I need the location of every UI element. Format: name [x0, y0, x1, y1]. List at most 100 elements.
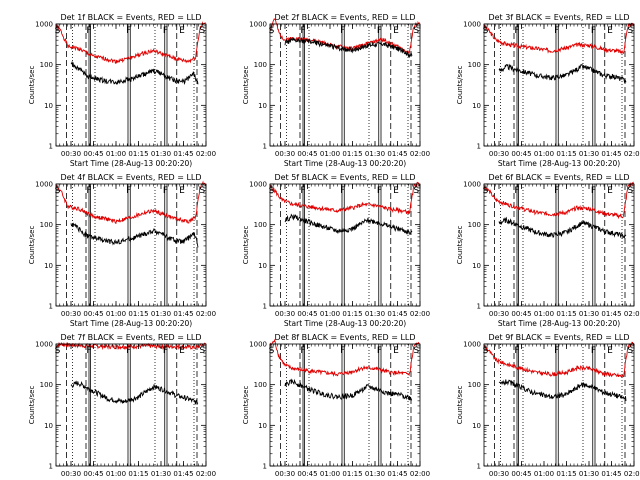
y-axis-label: Counts/sec — [28, 386, 36, 425]
marker-label-f: F — [377, 346, 382, 356]
marker-label-f: F — [340, 186, 345, 196]
y-tick-label: 1 — [49, 143, 53, 151]
panel-title: Det 1f BLACK = Events, RED = LLD — [60, 13, 201, 22]
marker-label-s: S — [627, 26, 633, 36]
y-axis-label: Counts/sec — [242, 226, 250, 265]
x-tick-label: 00:45 — [83, 310, 103, 318]
marker-label-e: E — [393, 186, 399, 196]
y-tick-label: 1000 — [463, 341, 481, 349]
x-tick-label: 01:00 — [320, 150, 340, 158]
marker-label-s: S — [55, 26, 61, 36]
marker-label-f: F — [377, 186, 382, 196]
lld-series-line — [55, 180, 206, 225]
x-tick-label: 01:45 — [173, 470, 193, 478]
x-tick-label: 02:00 — [410, 310, 430, 318]
marker-label-f: F — [514, 346, 519, 356]
panel-det-6f: Det 6f BLACK = Events, RED = LLD Counts/s… — [456, 173, 640, 328]
marker-label-f: F — [554, 26, 559, 36]
marker-label-f: F — [514, 26, 519, 36]
x-tick-label: 01:15 — [556, 310, 576, 318]
x-tick-label: 01:00 — [106, 150, 126, 158]
panel-title: Det 6f BLACK = Events, RED = LLD — [488, 173, 629, 182]
lld-series-line — [269, 338, 420, 377]
events-series-line — [498, 216, 627, 240]
y-axis-label: Counts/sec — [456, 66, 464, 105]
x-tick-label: 01:00 — [534, 150, 554, 158]
lld-series-line — [483, 22, 635, 55]
marker-label-e: E — [393, 346, 399, 356]
x-tick-label: 02:00 — [196, 310, 216, 318]
x-tick-label: 01:15 — [128, 470, 148, 478]
x-tick-label: 01:30 — [365, 310, 385, 318]
x-tick-label: 00:30 — [275, 150, 295, 158]
panel-det-3f: Det 3f BLACK = Events, RED = LLD Counts/s… — [456, 13, 640, 168]
marker-label-s: S — [199, 186, 205, 196]
y-tick-label: 1 — [263, 463, 267, 471]
y-tick-label: 1000 — [463, 181, 481, 189]
x-tick-label: 00:45 — [511, 470, 531, 478]
x-tick-label: 00:45 — [83, 470, 103, 478]
events-series-line — [70, 380, 199, 405]
plot-frame — [483, 23, 635, 147]
marker-label-s: S — [199, 346, 205, 356]
marker-label-s: S — [55, 346, 61, 356]
x-tick-label: 01:15 — [128, 150, 148, 158]
y-tick-label: 100 — [254, 381, 267, 389]
x-axis-label: Start Time (28-Aug-13 00:20:20) — [498, 319, 620, 328]
x-tick-label: 02:00 — [410, 470, 430, 478]
x-tick-label: 01:00 — [106, 470, 126, 478]
x-tick-label: 00:30 — [61, 470, 81, 478]
plot-frame — [269, 343, 421, 467]
x-tick-label: 01:45 — [173, 310, 193, 318]
x-tick-label: 01:45 — [387, 470, 407, 478]
y-tick-label: 100 — [254, 61, 267, 69]
x-tick-label: 00:30 — [61, 310, 81, 318]
x-tick-label: 01:30 — [365, 470, 385, 478]
y-tick-label: 100 — [40, 221, 53, 229]
events-series-line — [284, 36, 413, 59]
y-tick-label: 1 — [263, 303, 267, 311]
x-tick-label: 02:00 — [196, 470, 216, 478]
y-tick-label: 10 — [44, 422, 53, 430]
marker-label-f: F — [86, 186, 91, 196]
marker-label-s: S — [269, 26, 275, 36]
panel-title: Det 5f BLACK = Events, RED = LLD — [274, 173, 415, 182]
x-tick-label: 00:45 — [297, 470, 317, 478]
y-axis-label: Counts/sec — [242, 66, 250, 105]
marker-label-f: F — [300, 186, 305, 196]
x-tick-label: 02:00 — [410, 150, 430, 158]
x-tick-label: 00:30 — [275, 310, 295, 318]
x-tick-label: 01:30 — [365, 150, 385, 158]
panel-det-4f: Det 4f BLACK = Events, RED = LLD Counts/s… — [28, 173, 216, 328]
y-tick-label: 1 — [263, 143, 267, 151]
marker-label-s: S — [483, 346, 489, 356]
marker-label-s: S — [483, 186, 489, 196]
marker-label-f: F — [126, 26, 131, 36]
x-tick-label: 01:00 — [534, 470, 554, 478]
y-tick-label: 1 — [49, 303, 53, 311]
panel-det-5f: Det 5f BLACK = Events, RED = LLD Counts/s… — [242, 173, 430, 328]
y-tick-label: 1000 — [249, 341, 267, 349]
lld-series-line — [483, 341, 635, 378]
y-axis-label: Counts/sec — [456, 226, 464, 265]
y-tick-label: 10 — [258, 422, 267, 430]
marker-label-s: S — [199, 26, 205, 36]
marker-label-e: E — [393, 26, 399, 36]
events-series-line — [498, 379, 627, 401]
y-tick-label: 10 — [472, 422, 481, 430]
marker-label-f: F — [591, 26, 596, 36]
marker-label-s: S — [55, 186, 61, 196]
x-tick-label: 01:30 — [151, 310, 171, 318]
y-tick-label: 10 — [44, 262, 53, 270]
y-tick-label: 1000 — [249, 181, 267, 189]
marker-label-e: E — [179, 26, 185, 36]
x-tick-label: 01:30 — [151, 470, 171, 478]
x-tick-label: 00:30 — [489, 470, 509, 478]
x-axis-label: Start Time (28-Aug-13 00:20:20) — [70, 159, 192, 168]
plot-frame — [55, 183, 207, 307]
marker-label-e: E — [607, 346, 613, 356]
marker-label-s: S — [627, 186, 633, 196]
lld-series-line — [55, 21, 206, 65]
marker-label-e: E — [607, 186, 613, 196]
